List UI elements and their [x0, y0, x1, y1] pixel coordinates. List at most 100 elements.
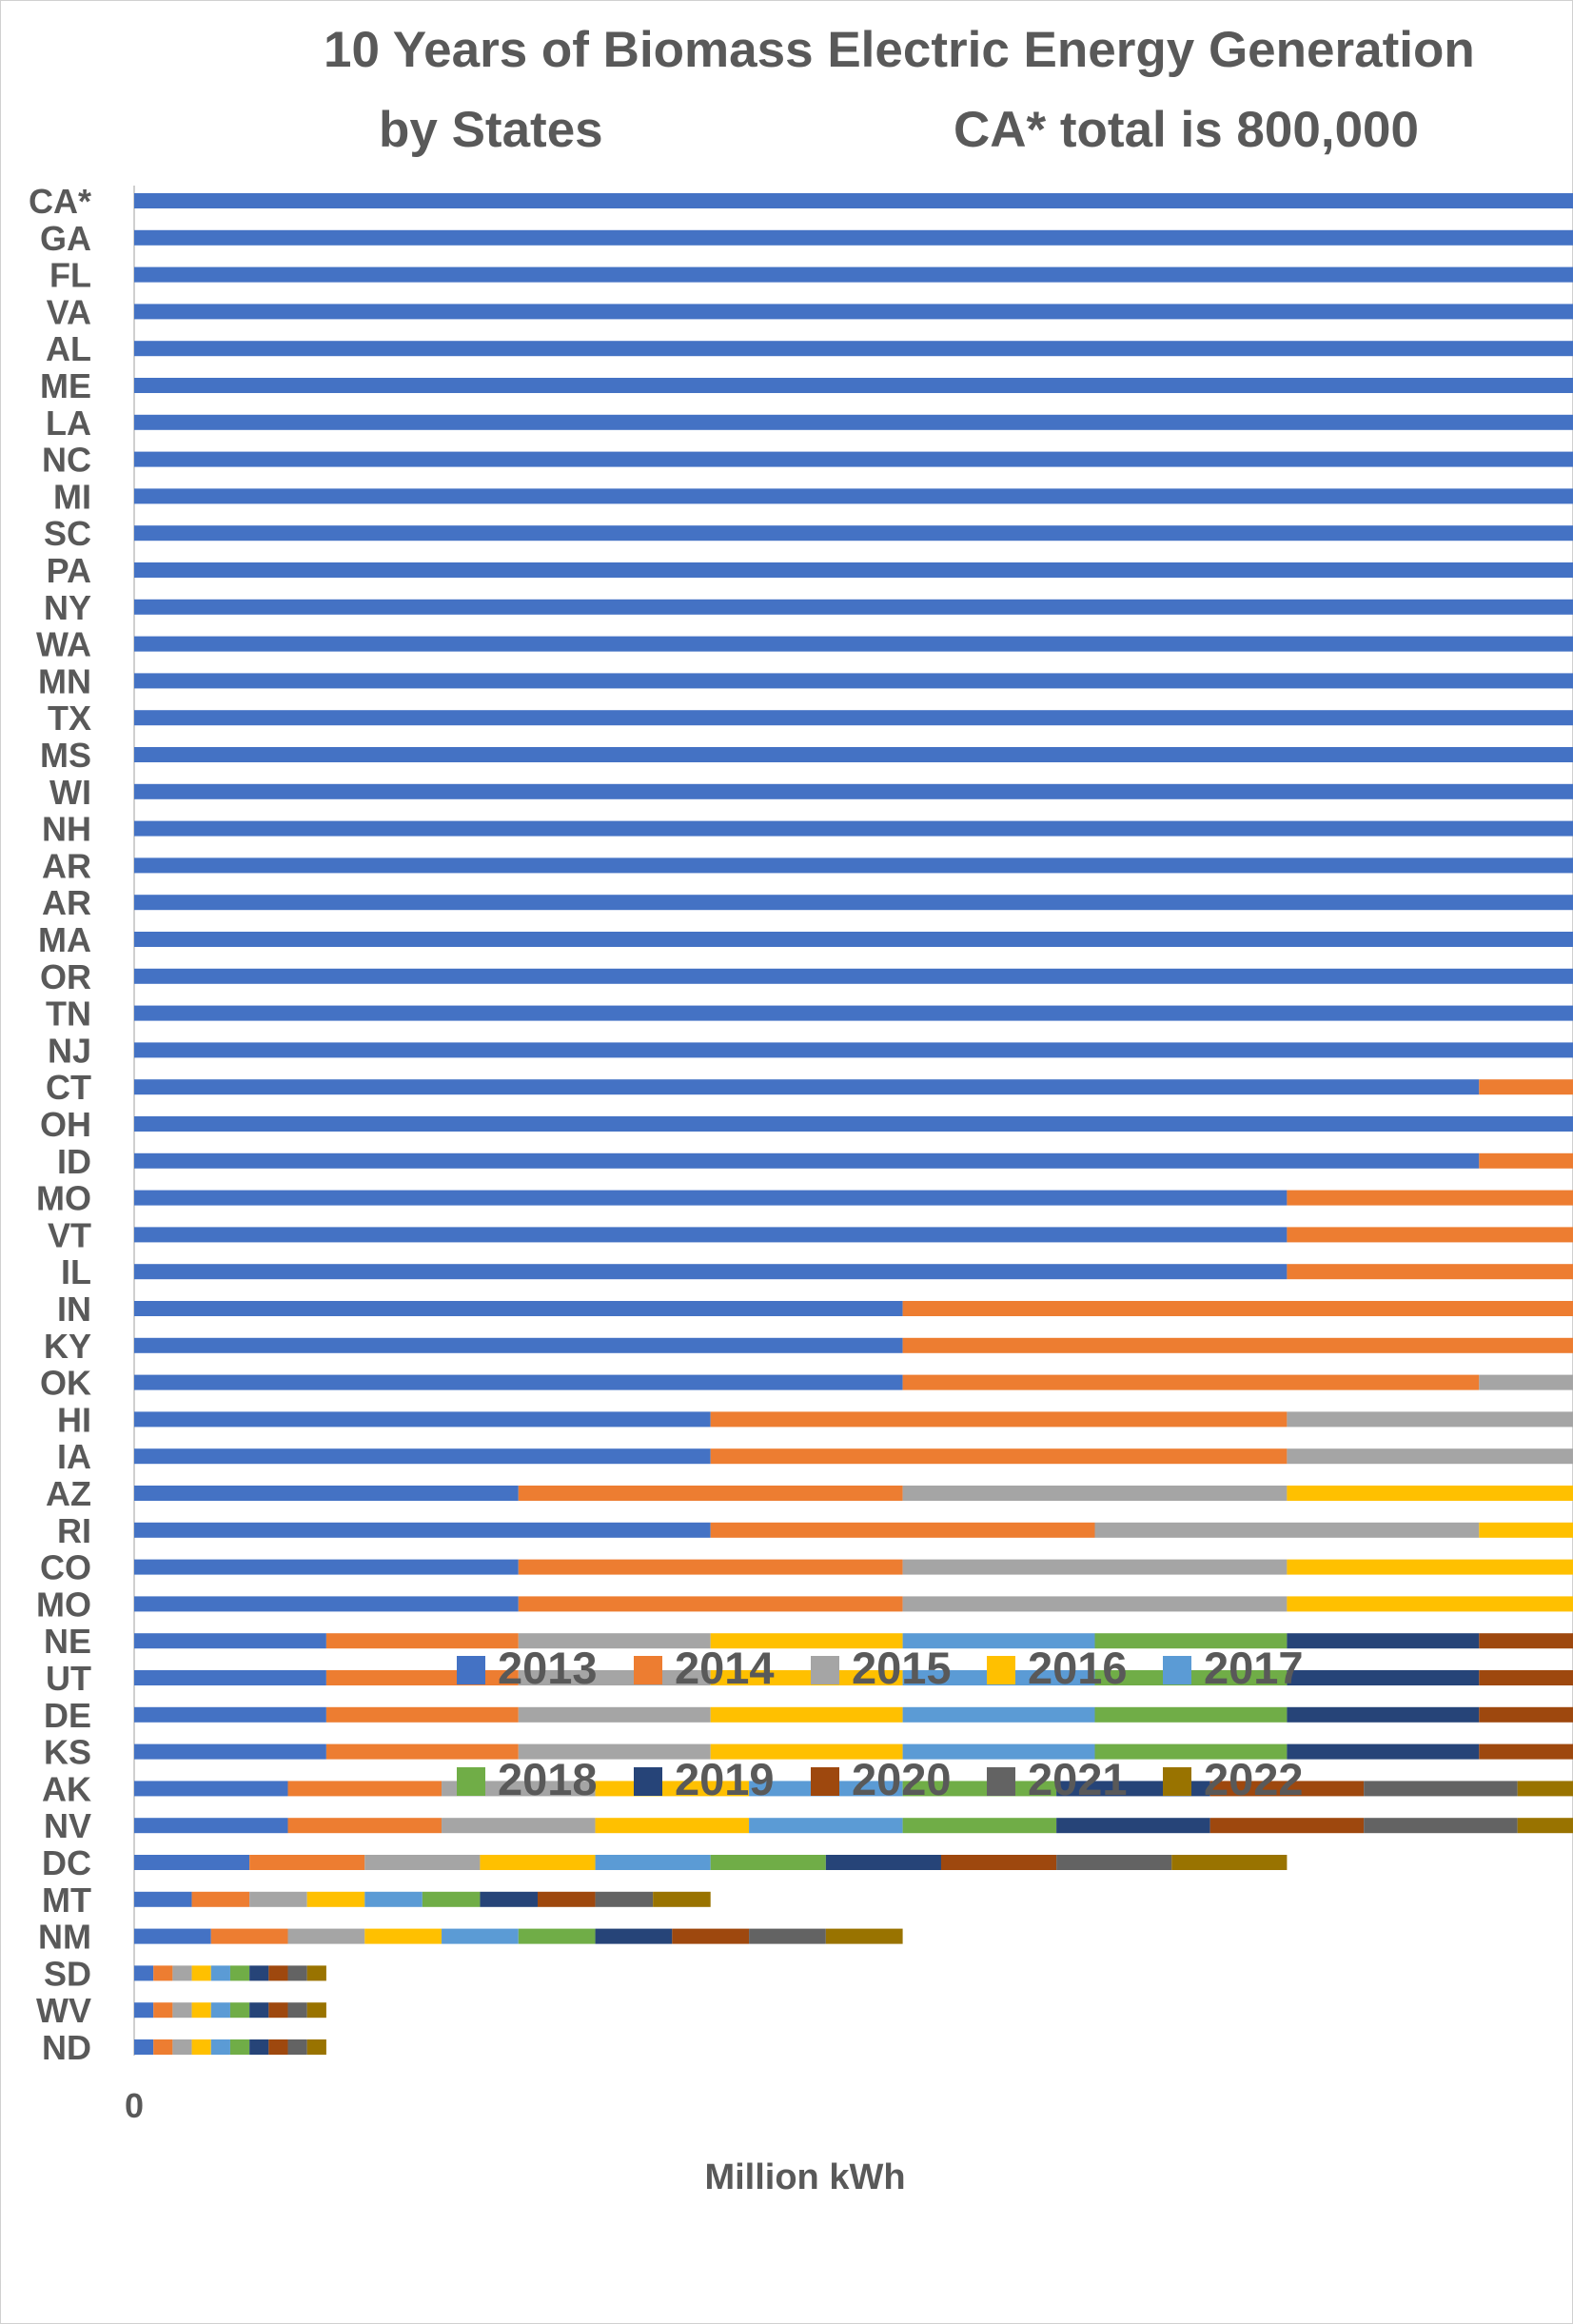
y-tick-label: GA [40, 219, 91, 258]
bar-segment [325, 1633, 519, 1649]
bar-segment [1094, 1706, 1288, 1723]
bar-segment [134, 414, 1573, 430]
bar-segment [710, 1743, 903, 1760]
bar-segment [1479, 1152, 1573, 1169]
bar-segment [229, 2002, 250, 2019]
bar-segment [1287, 1264, 1573, 1280]
bar-segment [134, 1855, 250, 1870]
bar-segment [134, 932, 1573, 947]
bar-segment [134, 895, 1573, 911]
legend-label: 2020 [852, 1754, 952, 1804]
bar-segment [268, 2039, 288, 2055]
bar-segment [1287, 1190, 1573, 1206]
bar-segment [249, 1891, 307, 1907]
bar-segment [134, 1264, 1288, 1280]
bar-segment [249, 1855, 365, 1870]
bar-segment [134, 341, 1573, 357]
bar-segment [134, 1374, 903, 1390]
y-tick-label: AR [42, 883, 91, 922]
bar-segment [134, 378, 1573, 393]
bar-segment [287, 1965, 307, 1981]
bar-segment [1287, 1448, 1573, 1465]
y-axis-labels: CA*GAFLVAALMELANCMISCPANYWAMNTXMSWINHARA… [29, 182, 91, 2067]
bar-segment [1287, 1596, 1573, 1612]
bar-segment [1287, 1411, 1573, 1428]
y-tick-label: AK [42, 1769, 91, 1808]
y-tick-label: OK [40, 1364, 91, 1403]
bar-segment [134, 857, 1573, 874]
legend-label: 2021 [1028, 1754, 1128, 1804]
bar-segment [480, 1891, 538, 1907]
bar-segment [902, 1301, 1573, 1316]
bar-segment [518, 1486, 903, 1501]
y-tick-label: NC [42, 441, 91, 480]
bar-segment [749, 1928, 826, 1944]
bar-segment [825, 1928, 903, 1944]
bar-segment [134, 710, 1573, 726]
bar-segment [518, 1633, 711, 1649]
y-tick-label: NY [44, 588, 91, 627]
y-tick-label: NH [42, 810, 91, 849]
bar-segment [518, 1706, 711, 1723]
bar-segment [1094, 1743, 1288, 1760]
bar-segment [595, 1928, 673, 1944]
bar-segment [710, 1522, 1095, 1538]
bar-segment [306, 1965, 326, 1981]
bar-segment [268, 2002, 288, 2019]
bar-segment [134, 1005, 1573, 1021]
bar-segment [249, 2039, 269, 2055]
bar-segment [1517, 1781, 1573, 1797]
x-axis-ticks: 010000200003000040000500006000070000 [125, 2086, 144, 2125]
bar-segment [902, 1596, 1288, 1612]
y-tick-label: OH [40, 1105, 91, 1144]
bar-segment [134, 1559, 519, 1575]
bar-segment [1287, 1743, 1480, 1760]
bar-segment [134, 2002, 154, 2019]
y-tick-label: TX [48, 699, 91, 738]
bar-segment [518, 1670, 711, 1685]
bar-segment [1287, 1559, 1573, 1575]
y-tick-label: NE [44, 1622, 91, 1661]
bar-segment [1479, 1079, 1573, 1095]
bar-segment [902, 1337, 1573, 1353]
bar-segment [595, 1891, 654, 1907]
bar-segment [325, 1706, 519, 1723]
bar-segment [134, 1301, 903, 1316]
bar-segment [1287, 1670, 1480, 1685]
y-tick-label: WA [36, 625, 91, 664]
bar-segment [710, 1670, 903, 1685]
bar-segment [518, 1559, 903, 1575]
bar-segment [134, 304, 1573, 320]
bar-segment [134, 488, 1573, 504]
legend-swatch [811, 1767, 839, 1796]
bar-segment [134, 1337, 903, 1353]
y-tick-label: KS [44, 1733, 91, 1772]
y-tick-label: MI [53, 477, 91, 516]
bar-segment [268, 1965, 288, 1981]
bar-segment [172, 1965, 192, 1981]
y-tick-label: CA* [29, 182, 91, 221]
bar-segment [134, 525, 1573, 542]
x-axis-label: Million kWh [704, 2157, 905, 2197]
y-tick-label: ND [42, 2028, 91, 2067]
bar-segment [422, 1891, 481, 1907]
legend-swatch [987, 1656, 1015, 1684]
bar-segment [1479, 1670, 1573, 1685]
y-tick-label: NM [38, 1918, 91, 1957]
bar-segment [210, 1965, 230, 1981]
bar-segment [229, 2039, 250, 2055]
bar-segment [1171, 1855, 1288, 1870]
bar-segment [229, 1965, 250, 1981]
bar-segment [710, 1855, 826, 1870]
bar-segment [364, 1855, 481, 1870]
bar-segment [306, 2002, 326, 2019]
bar-segment [172, 2039, 192, 2055]
bar-segment [325, 1743, 519, 1760]
bar-segment [287, 2002, 307, 2019]
bar-segment [134, 562, 1573, 578]
bar-segment [595, 1781, 750, 1797]
bar-segment [902, 1374, 1480, 1390]
y-tick-label: DC [42, 1843, 91, 1882]
bar-segment [210, 2002, 230, 2019]
y-tick-label: VT [48, 1215, 91, 1254]
